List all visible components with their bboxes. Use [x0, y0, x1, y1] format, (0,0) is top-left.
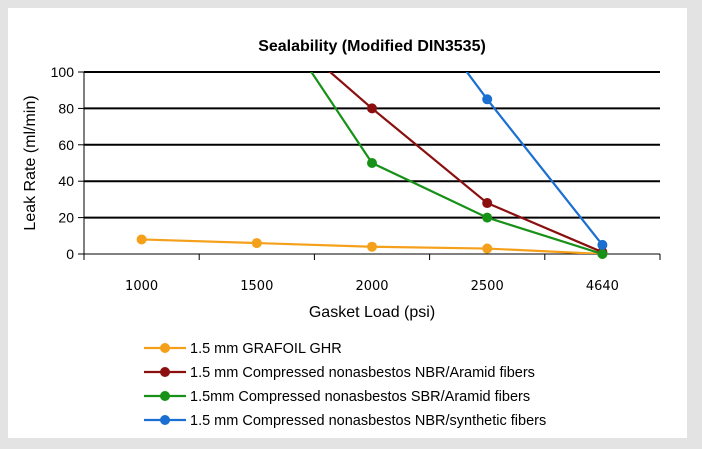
series-line-2 [328, 72, 603, 254]
data-point [136, 234, 147, 245]
data-point [482, 198, 493, 209]
y-tick-label: 40 [58, 173, 74, 189]
legend-label: 1.5 mm GRAFOIL GHR [190, 341, 342, 357]
x-tick-label: 1500 [240, 279, 273, 294]
chart-title: Sealability (Modified DIN3535) [258, 38, 486, 55]
data-point [367, 158, 377, 168]
legend-label: 1.5 mm Compressed nonasbestos NBR/Aramid… [190, 365, 535, 381]
chart-svg: Sealability (Modified DIN3535) 0 20 40 60 80… [22, 38, 661, 429]
data-point [367, 103, 377, 114]
y-tick-label: 80 [58, 100, 74, 116]
y-tick-label: 100 [51, 64, 75, 80]
legend: 1.5 mm GRAFOIL GHR 1.5 mm Compressed nona… [144, 341, 546, 429]
series-line-3 [310, 72, 603, 254]
data-point [597, 249, 608, 259]
legend-label: 1.5mm Compressed nonasbestos SBR/Aramid … [190, 389, 530, 405]
legend-swatch-marker [160, 415, 170, 425]
legend-swatch-marker [160, 343, 170, 353]
legend-swatch-marker [160, 391, 170, 401]
x-tick-label: 4640 [586, 279, 619, 294]
y-tick-label: 20 [58, 210, 74, 226]
legend-label: 1.5 mm Compressed nonasbestos NBR/synthe… [190, 413, 546, 429]
data-point [597, 239, 608, 250]
y-axis-label: Leak Rate (ml/min) [22, 95, 39, 230]
y-tick-label: 0 [66, 246, 74, 262]
y-tick-label: 60 [58, 137, 74, 153]
data-point [367, 241, 377, 252]
data-point [482, 94, 493, 105]
chart-frame: Sealability (Modified DIN3535) 0 20 40 60 80… [8, 8, 687, 438]
x-tick-label: 2500 [471, 279, 504, 294]
data-point [251, 238, 262, 249]
data-point [482, 212, 493, 223]
x-tick-label: 2000 [355, 279, 388, 294]
legend-swatch-marker [160, 367, 170, 377]
x-tick-label: 1000 [125, 279, 158, 294]
data-point [482, 243, 493, 254]
x-axis-label: Gasket Load (psi) [309, 304, 435, 321]
